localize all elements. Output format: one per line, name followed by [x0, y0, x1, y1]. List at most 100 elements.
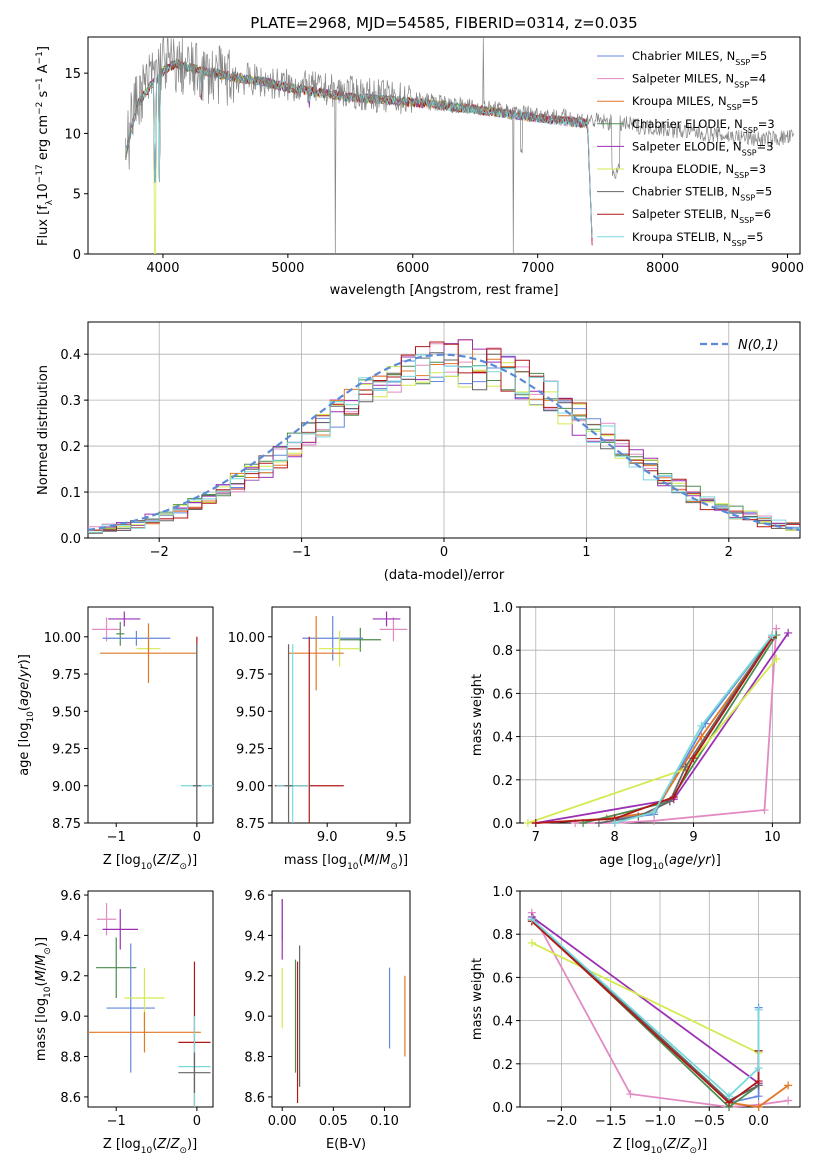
- y-tick-label: 0.8: [492, 928, 513, 943]
- mass_vs_Z-points: [88, 903, 211, 1107]
- x-axis-label: wavelength [Angstrom, rest frame]: [330, 283, 559, 298]
- legend-label-normal: N(0,1): [738, 338, 779, 353]
- y-tick-label: 9.25: [236, 743, 265, 758]
- label-part: /: [166, 1137, 171, 1152]
- label-part: Flux [f: [36, 205, 51, 246]
- y-tick-label: 8.6: [60, 1091, 81, 1106]
- residual-hist-kroupa_stelib: [88, 354, 800, 533]
- legend-value: =3: [757, 139, 774, 153]
- axes-frame: [87, 890, 214, 1108]
- legend-name: Salpeter MILES, N: [632, 72, 734, 86]
- y-axis-label: mass weight: [470, 674, 485, 756]
- weight-marker-salpeter_stelib: [689, 754, 698, 763]
- x-axis-label: age [log10(age/yr)]: [599, 853, 721, 872]
- legend-sub: SSP: [727, 103, 742, 112]
- weight-line-kroupa_stelib: [531, 918, 760, 1098]
- label-part: age [log: [599, 853, 652, 868]
- weight-marker-salpeter_miles: [760, 806, 769, 815]
- x-axis-label: E(B-V): [326, 1137, 366, 1152]
- axes-frame: [87, 36, 801, 255]
- weight-marker-kroupa_stelib: [754, 1005, 763, 1014]
- x-tick-label: 4000: [146, 261, 179, 276]
- y-tick-label: 9.6: [244, 889, 265, 904]
- label-part: Z: [170, 1137, 181, 1152]
- label-part: )]: [34, 937, 49, 947]
- y-tick-label: 8.75: [52, 817, 81, 832]
- weight-marker-salpeter_elodie: [784, 628, 793, 637]
- y-tick-label: 9.00: [236, 780, 265, 795]
- y-tick-label: 10.00: [228, 631, 265, 646]
- x-tick-label: 9000: [771, 261, 804, 276]
- x-tick-label: −2: [150, 545, 169, 560]
- label-part: (: [662, 1137, 667, 1152]
- legend-value: =4: [749, 72, 766, 86]
- axes-frame: [87, 321, 801, 539]
- x-tick-label: 10: [764, 830, 781, 845]
- label-part: 10: [141, 862, 153, 872]
- y-tick-label: 0.4: [60, 348, 81, 363]
- legend-value: =5: [755, 185, 772, 199]
- legend-value: =3: [758, 117, 775, 131]
- weight-marker-kroupa_miles: [784, 1081, 793, 1090]
- label-part: erg cm: [36, 115, 51, 164]
- y-tick-label: 0.6: [492, 971, 513, 986]
- residual-hist-salpeter_stelib: [88, 341, 800, 531]
- spectrum-plot: [125, 37, 795, 254]
- label-part: (: [34, 981, 49, 986]
- y-tick-label: 9.00: [52, 780, 81, 795]
- weight-marker-kroupa_stelib: [725, 1092, 734, 1101]
- y-tick-label: 0.2: [60, 440, 81, 455]
- mass_vs_ebv-axes: 0.00 0.05 0.10 8.6 8.8 9.0 9.2 9.4 9.6: [244, 889, 411, 1129]
- weight-line-chabrier_stelib: [598, 634, 774, 824]
- label-part: −1: [35, 51, 45, 64]
- legend-name: Kroupa MILES, N: [632, 94, 727, 108]
- legend-sub: SSP: [743, 125, 758, 134]
- y-axis-label: Normed distribution: [36, 365, 51, 495]
- legend-label-salpeter_stelib: Salpeter STELIB, NSSP=6: [632, 207, 771, 225]
- weight-marker-salpeter_stelib: [531, 819, 540, 827]
- x-tick-label: 0: [193, 830, 201, 845]
- y-tick-label: 9.50: [52, 705, 81, 720]
- legend-sub: SSP: [734, 171, 749, 180]
- weight-marker-kroupa_elodie: [772, 654, 781, 663]
- label-part: Z: [156, 853, 167, 868]
- mass_vs_ebv-points: [281, 899, 406, 1103]
- label-part: λ: [45, 199, 55, 205]
- label-part: ⊙: [179, 862, 187, 872]
- y-tick-label: 5: [73, 188, 81, 203]
- weight-marker-kroupa_miles: [754, 1103, 763, 1111]
- label-part: Z: [680, 1137, 691, 1152]
- label-part: 10: [141, 1146, 153, 1156]
- legend-value: =3: [749, 162, 766, 176]
- legend-name: Kroupa STELIB, N: [632, 230, 732, 244]
- x-tick-label: −1: [292, 545, 311, 560]
- legend-label-chabrier_stelib: Chabrier STELIB, NSSP=5: [632, 185, 772, 203]
- label-part: age [log: [17, 723, 32, 776]
- y-tick-label: 0.0: [492, 1101, 513, 1116]
- label-part: Z: [170, 853, 181, 868]
- legend-label-kroupa_stelib: Kroupa STELIB, NSSP=5: [632, 230, 763, 248]
- weight-marker-kroupa_miles: [697, 732, 706, 741]
- legend-label-kroupa_miles: Kroupa MILES, NSSP=5: [632, 94, 758, 112]
- y-tick-label: 9.2: [244, 970, 265, 985]
- label-part: mass [log: [284, 853, 347, 868]
- label-part: M: [34, 955, 49, 966]
- label-part: ⊙: [689, 1146, 697, 1156]
- legend-name: Chabrier STELIB, N: [632, 185, 740, 199]
- axes-frame: [519, 606, 801, 824]
- y-tick-label: 0.3: [60, 394, 81, 409]
- label-part: 10: [347, 862, 359, 872]
- legend-label-kroupa_elodie: Kroupa ELODIE, NSSP=3: [632, 162, 766, 180]
- y-tick-label: 0.1: [60, 486, 81, 501]
- label-part: 10: [36, 183, 51, 200]
- x-tick-label: −2.0: [546, 1114, 578, 1129]
- label-part: )]: [17, 654, 32, 664]
- label-part: −1: [35, 77, 45, 90]
- weight-line-chabrier_elodie: [531, 918, 760, 1109]
- weight-line-kroupa_elodie: [531, 941, 759, 1054]
- weight-marker-kroupa_stelib: [754, 1064, 763, 1073]
- y-tick-label: 9.25: [52, 743, 81, 758]
- x-tick-label: 0.0: [748, 1114, 769, 1129]
- x-tick-label: 0.00: [268, 1114, 297, 1129]
